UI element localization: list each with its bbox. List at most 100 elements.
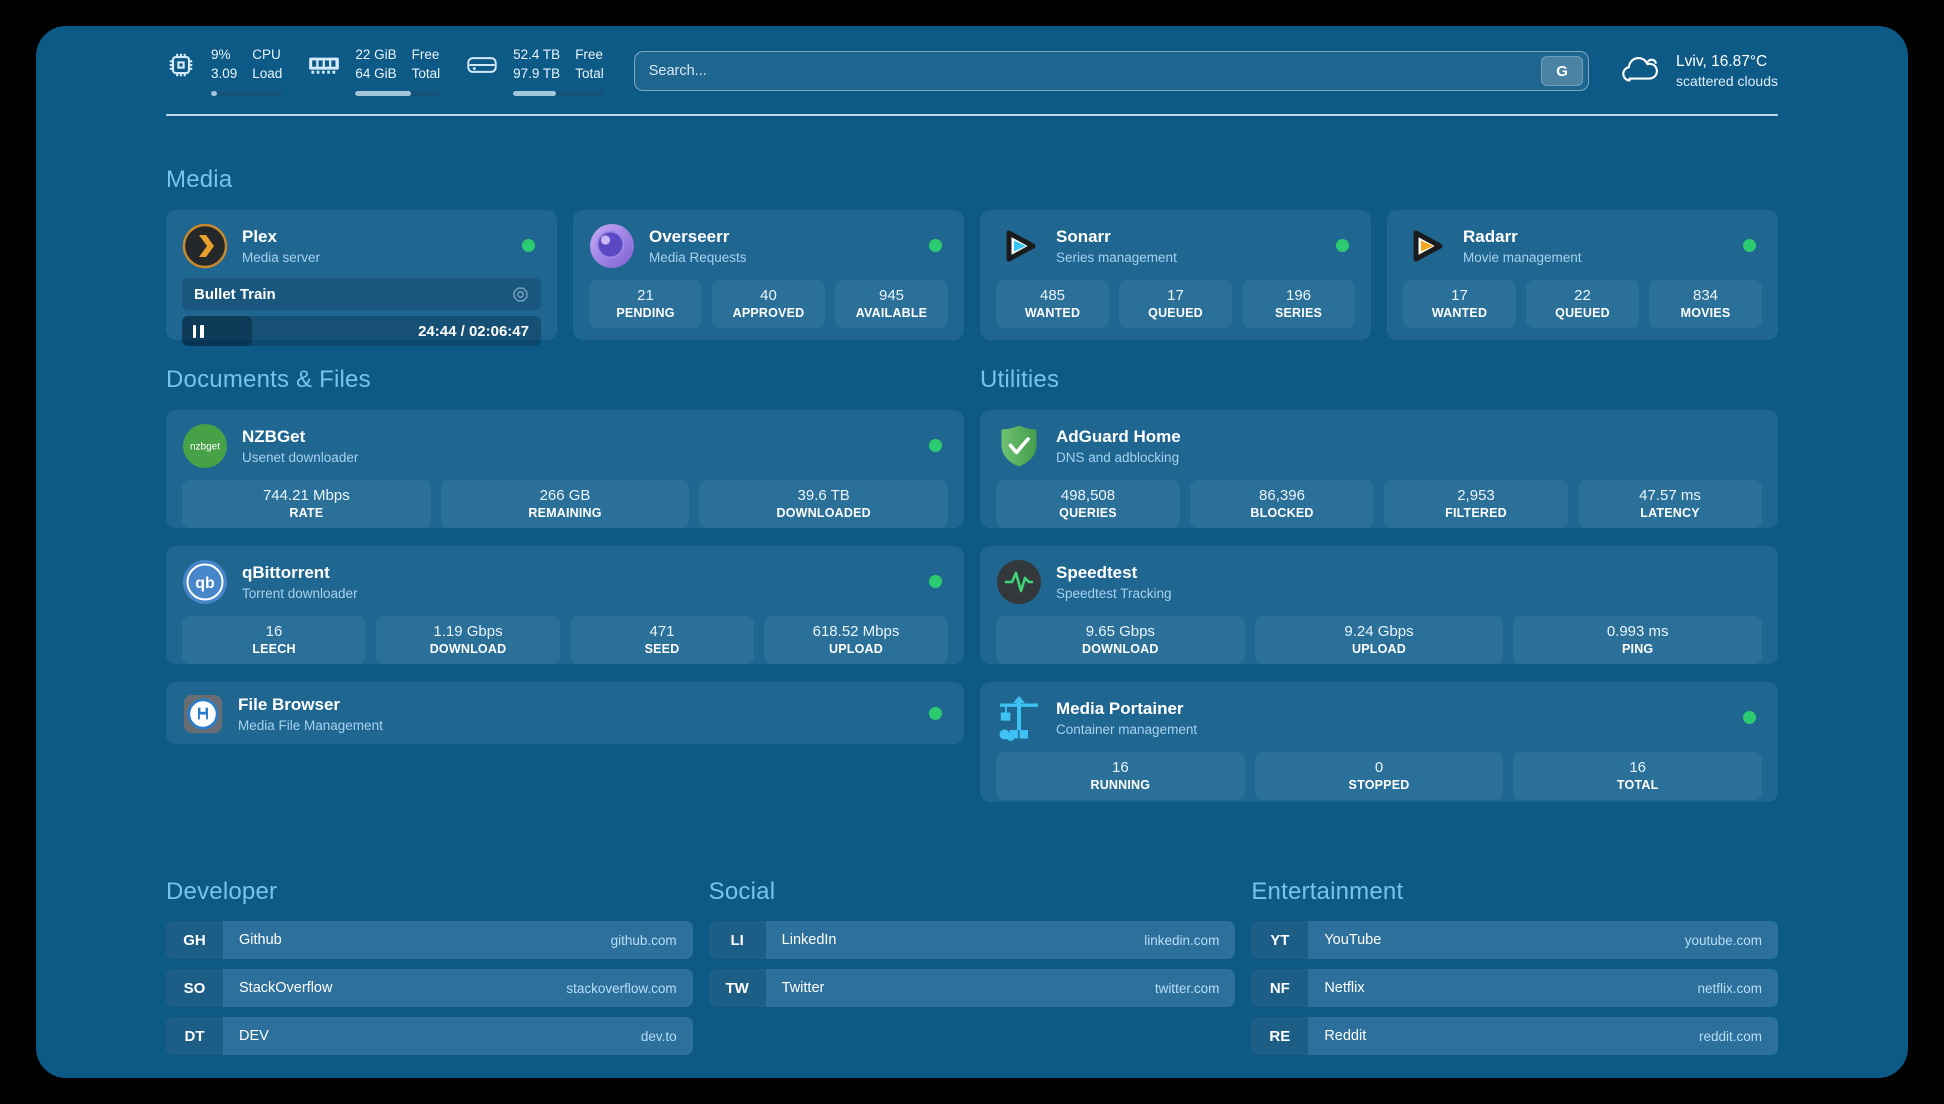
- stat-box: 17 WANTED: [1403, 280, 1516, 328]
- section-title-entertainment: Entertainment: [1251, 878, 1404, 905]
- sonarr-icon: [996, 223, 1042, 269]
- speedtest-icon: [996, 559, 1042, 605]
- search-provider-button[interactable]: G: [1541, 56, 1584, 86]
- weather-location-temp: Lviv, 16.87°C: [1676, 53, 1768, 70]
- status-dot: [1743, 239, 1756, 252]
- app-name: qBittorrent: [242, 563, 330, 582]
- status-dot: [929, 239, 942, 252]
- status-dot: [929, 706, 942, 720]
- app-card-sonarr[interactable]: Sonarr Series management 485 WANTED 17 Q…: [980, 210, 1371, 340]
- app-card-speedtest[interactable]: Speedtest Speedtest Tracking 9.65 Gbps D…: [980, 546, 1778, 664]
- qbittorrent-icon: qb: [182, 559, 228, 605]
- link-tag: SO: [166, 969, 223, 1007]
- app-card-qbittorrent[interactable]: qb qBittorrent Torrent downloader 16 LEE…: [166, 546, 964, 664]
- cloud-icon: [1619, 53, 1663, 90]
- link-row-github[interactable]: GH Github github.com: [166, 921, 693, 959]
- app-name: Plex: [242, 227, 277, 246]
- app-name: Speedtest: [1056, 563, 1138, 582]
- pause-icon[interactable]: [193, 324, 204, 338]
- stat-box: 485 WANTED: [996, 280, 1109, 328]
- app-subtitle: Container management: [1056, 722, 1198, 737]
- documents-column: Documents & Files nzbget NZBGet Usenet d: [166, 366, 964, 762]
- adguard-icon: [996, 423, 1042, 469]
- app-card-nzbget[interactable]: nzbget NZBGet Usenet downloader 744.21 M…: [166, 410, 964, 528]
- section-title-developer: Developer: [166, 878, 278, 905]
- link-row-stackoverflow[interactable]: SO StackOverflow stackoverflow.com: [166, 969, 693, 1007]
- link-row-reddit[interactable]: RE Reddit reddit.com: [1251, 1017, 1778, 1055]
- settings-icon[interactable]: [512, 286, 529, 303]
- stat-box: 9.24 Gbps UPLOAD: [1254, 616, 1504, 664]
- app-subtitle: Media server: [242, 250, 321, 265]
- app-subtitle: Movie management: [1463, 250, 1582, 265]
- app-card-adguard[interactable]: AdGuard Home DNS and adblocking 498,508 …: [980, 410, 1778, 528]
- disk-progressbar: [513, 90, 604, 96]
- system-widgets: 9% 3.09 CPU Load: [166, 46, 604, 96]
- player-time: 24:44 / 02:06:47: [418, 322, 529, 340]
- disk-values: 52.4 TB 97.9 TB: [513, 47, 561, 81]
- link-name: StackOverflow: [239, 980, 333, 996]
- stat-box: 471 SEED: [570, 616, 754, 664]
- stat-box: 945 AVAILABLE: [835, 280, 948, 328]
- section-title-utilities: Utilities: [980, 366, 1060, 393]
- app-name: AdGuard Home: [1056, 427, 1181, 446]
- svg-text:qb: qb: [195, 575, 215, 592]
- app-card-plex[interactable]: Plex Media server Bullet Train: [166, 210, 557, 346]
- app-card-portainer[interactable]: Media Portainer Container management 16 …: [980, 682, 1778, 802]
- weather-widget[interactable]: Lviv, 16.87°C scattered clouds: [1619, 53, 1778, 90]
- cpu-values: 9% 3.09: [211, 47, 238, 81]
- link-row-youtube[interactable]: YT YouTube youtube.com: [1251, 921, 1778, 959]
- link-name: DEV: [239, 1028, 269, 1044]
- link-domain: youtube.com: [1684, 932, 1762, 948]
- stat-box: 0.993 ms PING: [1513, 616, 1763, 664]
- cpu-progressbar: [211, 90, 283, 96]
- app-card-filebrowser[interactable]: File Browser Media File Management: [166, 682, 964, 744]
- app-subtitle: Speedtest Tracking: [1056, 586, 1172, 601]
- link-row-linkedin[interactable]: LI LinkedIn linkedin.com: [708, 921, 1236, 959]
- status-dot: [1336, 239, 1349, 252]
- link-domain: twitter.com: [1154, 980, 1220, 996]
- disk-widget: 52.4 TB 97.9 TB Free Total: [466, 46, 604, 96]
- app-name: File Browser: [238, 695, 341, 714]
- stat-box: 834 MOVIES: [1649, 280, 1762, 328]
- link-row-netflix[interactable]: NF Netflix netflix.com: [1251, 969, 1778, 1007]
- utilities-column: Utilities: [980, 366, 1778, 820]
- links-developer: Developer GH Github github.com SO StackO…: [166, 878, 693, 1065]
- link-row-dev[interactable]: DT DEV dev.to: [166, 1017, 693, 1055]
- link-domain: reddit.com: [1698, 1028, 1762, 1044]
- section-title-social: Social: [708, 878, 776, 905]
- stat-box: 744.21 Mbps RATE: [182, 480, 431, 528]
- cpu-labels: CPU Load: [252, 47, 283, 81]
- link-row-twitter[interactable]: TW Twitter twitter.com: [708, 969, 1236, 1007]
- links-entertainment: Entertainment YT YouTube youtube.com NF …: [1251, 878, 1778, 1065]
- now-playing-row: Bullet Train: [182, 278, 541, 310]
- dashboard: 9% 3.09 CPU Load: [36, 26, 1908, 1078]
- links-social: Social LI LinkedIn linkedin.com TW Twitt…: [708, 878, 1236, 1065]
- link-tag: NF: [1251, 969, 1309, 1007]
- link-name: Netflix: [1324, 980, 1365, 996]
- link-domain: netflix.com: [1697, 980, 1762, 996]
- stat-box: 196 SERIES: [1242, 280, 1355, 328]
- portainer-icon: [996, 695, 1042, 741]
- search-input[interactable]: [648, 63, 1542, 79]
- section-title-documents: Documents & Files: [166, 366, 371, 393]
- app-name: Radarr: [1463, 227, 1518, 246]
- link-name: LinkedIn: [781, 932, 837, 948]
- app-subtitle: Usenet downloader: [242, 450, 359, 465]
- link-tag: TW: [708, 969, 766, 1007]
- app-subtitle: Media Requests: [649, 250, 747, 265]
- section-title-media: Media: [166, 166, 233, 193]
- status-dot: [522, 239, 535, 252]
- filebrowser-icon: [182, 693, 224, 735]
- app-card-radarr[interactable]: Radarr Movie management 17 WANTED 22 QUE…: [1387, 210, 1778, 340]
- stat-box: 618.52 Mbps UPLOAD: [764, 616, 948, 664]
- link-name: YouTube: [1324, 932, 1382, 948]
- status-dot: [929, 575, 942, 588]
- topbar-divider: [166, 114, 1778, 116]
- status-dot: [1743, 711, 1756, 724]
- stat-box: 16 TOTAL: [1513, 752, 1763, 800]
- app-name: Overseerr: [649, 227, 730, 246]
- stat-box: 47.57 ms LATENCY: [1578, 480, 1762, 528]
- stat-box: 16 RUNNING: [996, 752, 1245, 800]
- stat-box: 40 APPROVED: [712, 280, 825, 328]
- app-card-overseerr[interactable]: Overseerr Media Requests 21 PENDING 40 A…: [573, 210, 964, 340]
